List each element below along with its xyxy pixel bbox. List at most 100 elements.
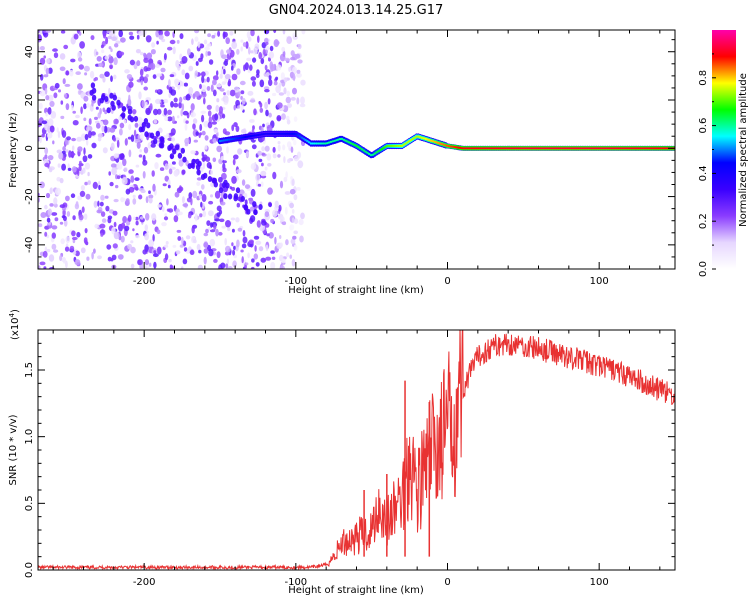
noise-speckle [129, 35, 135, 40]
noise-streak [253, 209, 258, 216]
noise-speckle [258, 246, 264, 252]
noise-speckle [229, 89, 236, 97]
ridge-core [397, 144, 400, 147]
noise-speckle [198, 194, 202, 199]
noise-speckle [177, 211, 183, 216]
noise-speckle [221, 225, 226, 229]
noise-speckle [45, 192, 51, 199]
noise-speckle [62, 208, 66, 217]
ridge-core [515, 147, 518, 150]
noise-streak [191, 158, 196, 165]
noise-speckle [215, 105, 220, 112]
noise-speckle [49, 187, 54, 194]
noise-speckle [143, 76, 149, 84]
noise-speckle [151, 170, 155, 177]
noise-speckle [300, 96, 305, 105]
noise-speckle [43, 55, 46, 59]
noise-speckle [215, 228, 219, 237]
chart-title: GN04.2024.013.14.25.G17 [269, 3, 444, 18]
noise-speckle [172, 244, 177, 248]
ridge-core [566, 147, 569, 150]
noise-speckle [205, 228, 209, 234]
noise-speckle [206, 220, 211, 227]
noise-speckle [272, 92, 277, 97]
noise-speckle [164, 163, 169, 171]
noise-speckle [181, 69, 186, 76]
noise-speckle [256, 173, 260, 181]
noise-speckle [64, 94, 68, 98]
noise-speckle [185, 120, 189, 124]
noise-speckle [218, 106, 223, 114]
noise-speckle [128, 169, 134, 174]
noise-speckle [144, 233, 150, 241]
noise-speckle [249, 64, 253, 71]
ridge-core [284, 132, 287, 135]
noise-speckle [213, 224, 217, 231]
noise-speckle [275, 40, 280, 46]
noise-streak [218, 187, 224, 194]
noise-speckle [45, 30, 52, 33]
noise-speckle [258, 158, 263, 163]
noise-speckle [115, 96, 122, 102]
noise-speckle [195, 61, 199, 66]
noise-speckle [148, 194, 154, 199]
noise-speckle [44, 107, 49, 114]
noise-speckle [182, 258, 188, 265]
noise-speckle [38, 30, 41, 34]
y-tick-label: -40 [24, 237, 35, 253]
ridge-core [544, 147, 548, 150]
noise-speckle [196, 243, 201, 251]
x-tick-label: -100 [284, 577, 307, 588]
ridge-core [553, 147, 557, 150]
noise-speckle [277, 154, 281, 158]
ridge-core [271, 132, 275, 135]
noise-speckle [179, 244, 184, 248]
noise-speckle [145, 67, 151, 72]
noise-speckle [66, 136, 71, 141]
noise-speckle [134, 177, 140, 182]
noise-speckle [144, 259, 150, 266]
noise-speckle [164, 30, 170, 37]
noise-speckle [219, 88, 225, 92]
noise-streak [223, 193, 228, 200]
noise-speckle [106, 244, 112, 250]
noise-speckle [279, 242, 284, 248]
noise-speckle [264, 64, 268, 71]
noise-speckle [231, 242, 234, 247]
ridge-core [493, 147, 497, 150]
noise-speckle [291, 209, 295, 214]
ridge-core [287, 132, 291, 135]
noise-speckle [284, 206, 288, 215]
noise-speckle [249, 119, 255, 123]
noise-speckle [241, 243, 247, 249]
ridge-core [400, 144, 404, 147]
noise-speckle [210, 222, 213, 228]
noise-speckle [219, 218, 225, 223]
spectrogram-signal-ridge [217, 130, 675, 159]
noise-streak [144, 131, 149, 138]
noise-speckle [250, 215, 256, 223]
noise-speckle [206, 104, 212, 110]
noise-speckle [203, 242, 209, 248]
ridge-core [269, 132, 273, 135]
noise-speckle [216, 205, 222, 212]
noise-speckle [167, 137, 173, 141]
noise-speckle [190, 103, 195, 111]
ridge-core [371, 153, 375, 156]
noise-speckle [151, 42, 156, 48]
noise-speckle [199, 213, 203, 218]
noise-speckle [54, 217, 59, 222]
noise-speckle [236, 202, 240, 208]
noise-speckle [100, 211, 106, 217]
noise-speckle [192, 190, 198, 199]
noise-streak [243, 204, 249, 211]
ridge-core [398, 144, 402, 147]
noise-speckle [286, 252, 290, 258]
noise-speckle [137, 116, 143, 124]
noise-speckle [231, 175, 237, 184]
noise-speckle [293, 244, 298, 251]
noise-speckle [97, 112, 101, 119]
noise-speckle [110, 258, 114, 262]
noise-speckle [262, 123, 265, 128]
noise-speckle [145, 35, 152, 43]
